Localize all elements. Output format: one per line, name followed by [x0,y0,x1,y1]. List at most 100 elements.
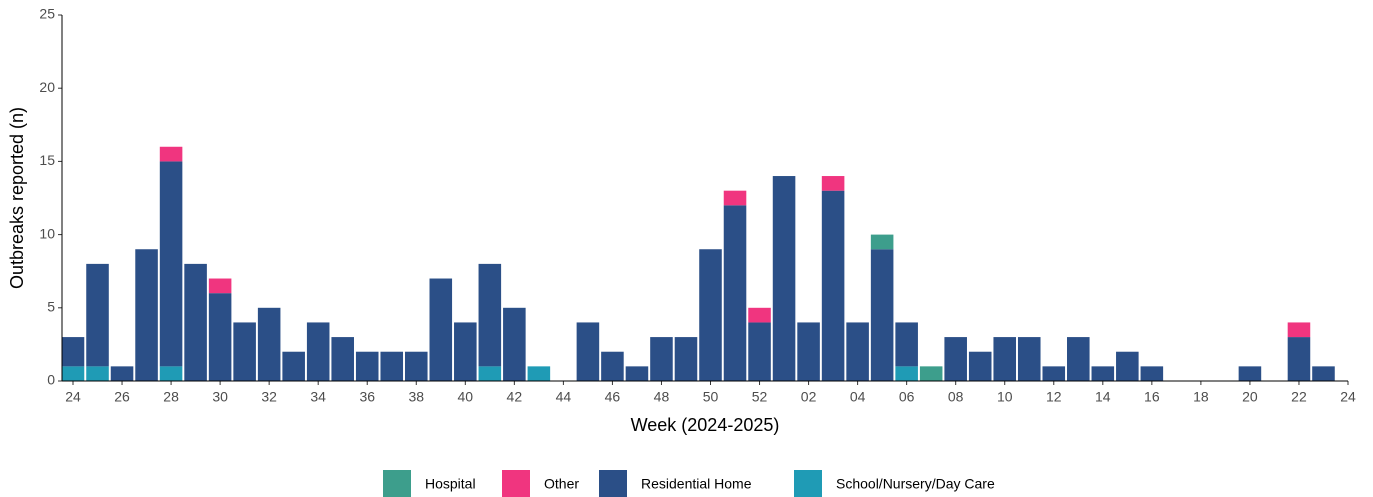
bar-segment [1287,322,1311,338]
bar-segment [135,249,158,381]
bar-segment [257,307,281,381]
legend-label: Hospital [425,476,476,492]
x-tick-label: 50 [703,389,719,405]
bar-segment [61,366,85,381]
x-tick-label: 32 [261,389,277,405]
bar-segment [797,322,820,381]
x-tick-label: 26 [114,389,130,405]
bar-segment [944,337,967,381]
x-tick-label: 36 [359,389,375,405]
bar-segment [1091,366,1115,381]
x-tick-label: 52 [752,389,768,405]
bar-segment [331,337,354,381]
bar-segment [919,366,943,381]
bar-segment [478,263,502,367]
bar-segment [380,351,404,381]
bar-segment [1140,366,1164,381]
bar-segment [306,322,330,381]
bar-segment [503,307,526,381]
y-tick-label: 20 [39,79,55,95]
bar-segment [993,337,1017,381]
x-tick-label: 20 [1242,389,1258,405]
bar-segment [1067,337,1090,381]
x-tick-label: 08 [948,389,964,405]
y-tick-label: 0 [47,372,55,388]
bar-segment [846,322,869,381]
bar-segment [159,366,183,381]
x-tick-label: 04 [850,389,866,405]
x-tick-label: 06 [899,389,915,405]
x-tick-label: 10 [997,389,1013,405]
bar-segment [527,366,551,381]
bar-segment [723,190,747,206]
x-tick-label: 14 [1095,389,1111,405]
bar-segment [1312,366,1335,381]
bar-segment [1287,337,1311,381]
bar-segment [968,351,992,381]
bar-segment [159,161,183,367]
bar-segment [870,234,894,250]
bar-segment [1238,366,1262,381]
bar-segment [870,249,894,381]
x-tick-label: 38 [408,389,424,405]
legend-key [599,470,627,497]
y-tick-label: 10 [39,225,55,241]
bar-segment [404,351,428,381]
bar-segment [699,249,722,381]
x-tick-label: 28 [163,389,179,405]
bar-segment [110,366,134,381]
bar-segment [1042,366,1066,381]
legend-label: Residential Home [641,476,752,492]
bar-segment [1017,337,1041,381]
y-axis-title: Outbreaks reported (n) [7,107,27,289]
bar-segment [86,263,109,367]
bar-segment [748,307,771,323]
y-tick-label: 15 [39,152,55,168]
x-tick-label: 22 [1291,389,1307,405]
legend-key [502,470,530,497]
bar-segment [625,366,649,381]
bar-segment [454,322,477,381]
bar-segment [478,366,502,381]
bar-segment [208,278,232,294]
x-tick-label: 16 [1144,389,1160,405]
bar-segment [821,190,845,381]
legend-key [794,470,822,497]
bar-segment [723,205,747,381]
x-tick-label: 46 [605,389,621,405]
legend-label: School/Nursery/Day Care [836,476,995,492]
y-tick-label: 25 [39,6,55,22]
legend-key [383,470,411,497]
bar-segment [650,337,673,381]
bar-segment [429,278,453,381]
y-tick-label: 5 [47,299,55,315]
bar-segment [748,322,771,381]
bar-segment [895,322,918,367]
x-axis-title: Week (2024-2025) [631,415,780,435]
bar-segment [772,176,796,381]
bar-segment [208,293,232,381]
x-tick-label: 40 [458,389,474,405]
bar-segment [1116,351,1139,381]
x-tick-label: 12 [1046,389,1062,405]
bar-segment [61,337,85,367]
x-tick-label: 34 [310,389,326,405]
x-tick-label: 30 [212,389,228,405]
bar-segment [601,351,624,381]
x-tick-label: 42 [507,389,523,405]
x-tick-label: 02 [801,389,817,405]
bar-segment [233,322,256,381]
bar-segment [184,263,207,381]
x-tick-label: 24 [1340,389,1356,405]
x-tick-label: 24 [65,389,81,405]
bar-segment [674,337,698,381]
bar-segment [355,351,379,381]
bar-segment [159,146,183,162]
bar-segment [86,366,109,381]
bar-segment [282,351,305,381]
bar-segment [895,366,918,381]
bar-segment [576,322,600,381]
x-tick-label: 44 [556,389,572,405]
x-tick-label: 18 [1193,389,1209,405]
